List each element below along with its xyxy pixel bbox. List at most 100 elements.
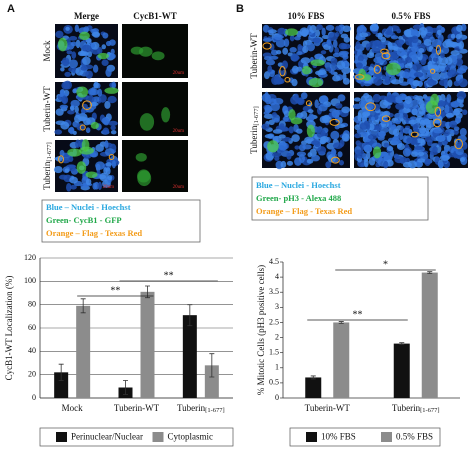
green-signal [288, 109, 296, 121]
nucleus [262, 52, 272, 58]
green-signal [430, 93, 440, 106]
nucleus [456, 68, 467, 74]
legend-label: Cytoplasmic [168, 432, 214, 442]
orange-signal [365, 102, 376, 112]
nucleus [414, 145, 424, 151]
green-signal [285, 28, 299, 36]
nucleus [440, 52, 445, 59]
nucleus [439, 154, 450, 161]
nucleus [397, 57, 404, 64]
micrograph [122, 140, 188, 192]
nucleus [459, 127, 467, 137]
nucleus [67, 127, 75, 134]
nucleus [461, 141, 468, 150]
nucleus [89, 88, 99, 96]
nucleus [267, 29, 277, 34]
legend-text: Green- pH3 - Alexa 488 [256, 193, 341, 203]
orange-signal [108, 154, 115, 160]
nucleus [102, 127, 110, 135]
legend-swatch [306, 432, 317, 442]
nucleus [386, 146, 394, 152]
green-signal [67, 148, 82, 157]
nucleus [339, 51, 348, 58]
nucleus [411, 108, 418, 116]
orange-signal [434, 106, 442, 117]
green-signal [97, 52, 109, 60]
y-tick-label: 2 [275, 332, 279, 341]
nucleus [456, 91, 467, 100]
error-bar [123, 380, 128, 395]
nucleus [445, 112, 455, 118]
nucleus [359, 25, 364, 32]
nucleus [462, 109, 468, 116]
orange-signal [284, 76, 291, 83]
nucleus [446, 94, 452, 103]
nucleus [458, 41, 465, 50]
nucleus [74, 105, 79, 114]
nucleus [453, 109, 460, 116]
nucleus [332, 142, 343, 149]
nucleus [95, 161, 105, 170]
nucleus [413, 71, 424, 78]
nucleus [411, 35, 419, 44]
nucleus [316, 129, 326, 138]
nucleus [286, 152, 292, 160]
orange-signal [82, 100, 92, 110]
nucleus [92, 182, 97, 190]
nucleus [373, 77, 383, 86]
nucleus [55, 108, 64, 116]
y-tick-label: 0.5 [269, 378, 279, 387]
x-tick-label: Tuberin-WT [114, 403, 160, 413]
nucleus [402, 113, 409, 121]
column-header: 10% FBS [288, 11, 325, 21]
nucleus [294, 36, 301, 41]
nucleus [261, 123, 270, 130]
nucleus [74, 24, 80, 33]
nucleus [394, 112, 404, 119]
nucleus [97, 47, 103, 55]
y-tick-label: 80 [28, 299, 36, 308]
nucleus [455, 147, 464, 156]
nucleus [448, 120, 458, 128]
column-header: Merge [74, 11, 99, 21]
nucleus [61, 95, 69, 105]
y-tick-label: 4.5 [269, 257, 279, 266]
nucleus [392, 128, 400, 137]
nucleus [55, 30, 64, 39]
nucleus [419, 65, 430, 75]
nucleus [368, 123, 375, 131]
nucleus [262, 37, 273, 42]
nucleus [414, 95, 424, 101]
nucleus [72, 88, 78, 94]
error-bar [58, 363, 64, 381]
nucleus [396, 28, 402, 34]
nucleus [453, 126, 460, 131]
nucleus [101, 44, 107, 50]
x-tick-label: Tuberin[1-677] [177, 403, 225, 414]
micrograph [122, 82, 188, 136]
nucleus [353, 97, 361, 102]
nucleus [342, 77, 350, 85]
nucleus [315, 29, 321, 37]
y-tick-label: 100 [24, 276, 36, 285]
nucleus [67, 109, 75, 115]
bar [421, 272, 438, 398]
green-signal [310, 59, 325, 67]
green-signal [290, 117, 303, 125]
y-axis-title: CycB1-WT Localization (%) [4, 276, 14, 381]
y-tick-label: 0 [275, 393, 279, 402]
legend-text: Green- CycB1 - GFP [46, 215, 122, 225]
nucleus [282, 47, 289, 55]
nucleus [334, 46, 340, 55]
nucleus [437, 135, 446, 142]
bar [182, 315, 197, 398]
nucleus [354, 149, 365, 156]
nucleus [368, 70, 374, 75]
nucleus [64, 168, 70, 173]
bar [305, 377, 322, 398]
nucleus [383, 153, 393, 162]
nucleus [278, 142, 288, 151]
green-signal [385, 62, 401, 76]
bar [76, 305, 91, 398]
green-signal [85, 171, 98, 179]
